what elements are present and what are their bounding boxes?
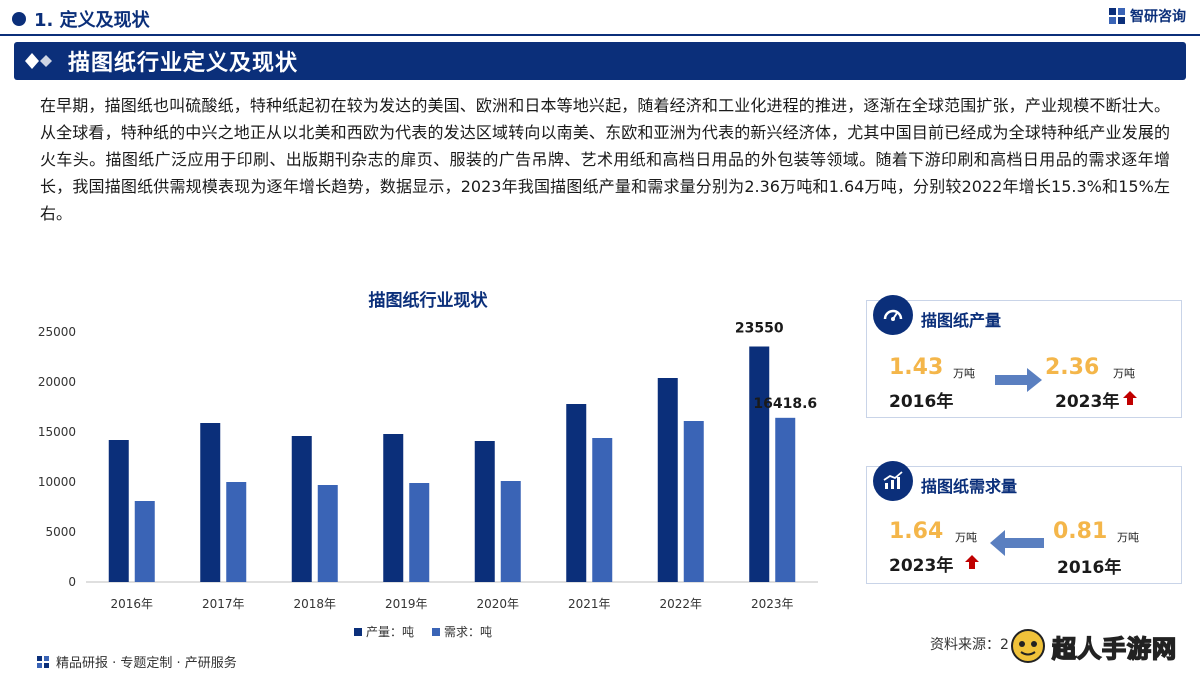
section-bullet-icon	[12, 12, 26, 26]
demand-right-value: 0.81	[1053, 519, 1108, 544]
demand-card-title: 描图纸需求量	[921, 477, 1018, 496]
y-tick-label: 0	[68, 575, 76, 589]
footer-tagline: 精品研报 · 专题定制 · 产研服务	[36, 652, 237, 671]
x-tick-label: 2016年	[110, 597, 153, 611]
brand: 智研咨询	[1108, 6, 1186, 26]
x-tick-label: 2022年	[659, 597, 702, 611]
legend-swatch	[432, 628, 440, 636]
y-tick-label: 10000	[38, 475, 76, 489]
banner-title: 描图纸行业定义及现状	[68, 51, 299, 76]
bar-demand	[226, 482, 247, 582]
bar-production	[200, 423, 221, 582]
production-from-unit: 万吨	[953, 367, 975, 380]
bar-demand	[134, 501, 155, 582]
bar-demand	[409, 483, 430, 582]
data-label-demand: 16418.6	[753, 396, 817, 412]
demand-right-unit: 万吨	[1117, 531, 1139, 544]
x-tick-label: 2018年	[293, 597, 336, 611]
bar-demand	[500, 481, 521, 582]
x-tick-label: 2019年	[385, 597, 428, 611]
data-source: 资料来源：2	[930, 637, 1009, 653]
top-header: 1. 定义及现状 智研咨询	[0, 0, 1200, 36]
bar-demand	[317, 485, 338, 582]
y-tick-label: 25000	[38, 325, 76, 339]
production-to-year: 2023年	[1055, 392, 1120, 412]
chart-title: 描图纸行业现状	[368, 291, 488, 311]
gauge-icon	[873, 295, 913, 335]
legend-swatch	[354, 628, 362, 636]
watermark-text: 超人手游网	[1051, 634, 1177, 664]
trend-chart-icon	[873, 461, 913, 501]
bar-production	[291, 436, 312, 582]
legend-label: 产量：吨	[366, 625, 414, 639]
chart-canvas: 0 5000 10000 15000 20000 25000 2016年 2017年 2018年…	[38, 321, 818, 639]
y-tick-label: 20000	[38, 375, 76, 389]
footer-text: 精品研报 · 专题定制 · 产研服务	[56, 656, 237, 671]
demand-card-header: 描图纸需求量	[867, 461, 1183, 503]
bar-production	[566, 404, 587, 582]
production-from-year: 2016年	[889, 392, 954, 412]
footer-logo-icon	[37, 655, 49, 668]
section-title: 1. 定义及现状	[34, 10, 150, 31]
header-divider	[0, 34, 1200, 36]
x-tick-label: 2021年	[568, 597, 611, 611]
x-tick-label: 2017年	[202, 597, 245, 611]
bar-demand	[683, 421, 704, 582]
bar-production	[383, 434, 404, 582]
data-label-production: 23550	[735, 321, 784, 337]
x-tick-label: 2020年	[476, 597, 519, 611]
diamond-icon	[25, 53, 52, 69]
y-tick-label: 5000	[45, 525, 76, 539]
demand-card: 描图纸需求量 1.64 万吨 2023年 0.81 万吨 2016年	[866, 461, 1183, 584]
legend-label: 需求：吨	[444, 625, 492, 639]
bar-production	[657, 378, 678, 582]
bar-production	[108, 440, 129, 582]
demand-right-year: 2016年	[1057, 558, 1122, 578]
production-card: 描图纸产量 1.43 万吨 2016年 2.36 万吨 2023年	[866, 295, 1183, 418]
production-to-unit: 万吨	[1113, 367, 1135, 380]
demand-left-unit: 万吨	[955, 531, 977, 544]
x-tick-label: 2023年	[751, 597, 794, 611]
production-card-title: 描图纸产量	[921, 311, 1002, 330]
up-arrow-icon	[965, 555, 979, 569]
demand-left-year: 2023年	[889, 556, 954, 576]
brand-name: 智研咨询	[1130, 9, 1186, 25]
right-arrow-icon	[995, 368, 1042, 392]
bar-production	[474, 441, 495, 582]
demand-left-value: 1.64	[889, 519, 944, 544]
bar-demand	[592, 438, 613, 582]
watermark-logo: 超人手游网	[1010, 628, 1177, 664]
left-arrow-icon	[990, 530, 1044, 556]
gamepad-icon	[1011, 629, 1045, 663]
brand-logo-icon	[1109, 8, 1125, 24]
production-card-header: 描图纸产量	[867, 295, 1183, 337]
y-tick-label: 15000	[38, 425, 76, 439]
production-to-value: 2.36	[1045, 355, 1100, 380]
bar-production	[749, 346, 770, 582]
production-from-value: 1.43	[889, 355, 944, 380]
bar-chart: 0 5000 10000 15000 20000 25000 2016年 2017年 2018年…	[28, 280, 828, 652]
bar-demand	[775, 417, 796, 582]
up-arrow-icon	[1123, 391, 1137, 405]
intro-paragraph: 在早期，描图纸也叫硫酸纸，特种纸起初在较为发达的美国、欧洲和日本等地兴起，随着经…	[40, 96, 1170, 223]
title-banner: 描图纸行业定义及现状	[14, 42, 1186, 80]
